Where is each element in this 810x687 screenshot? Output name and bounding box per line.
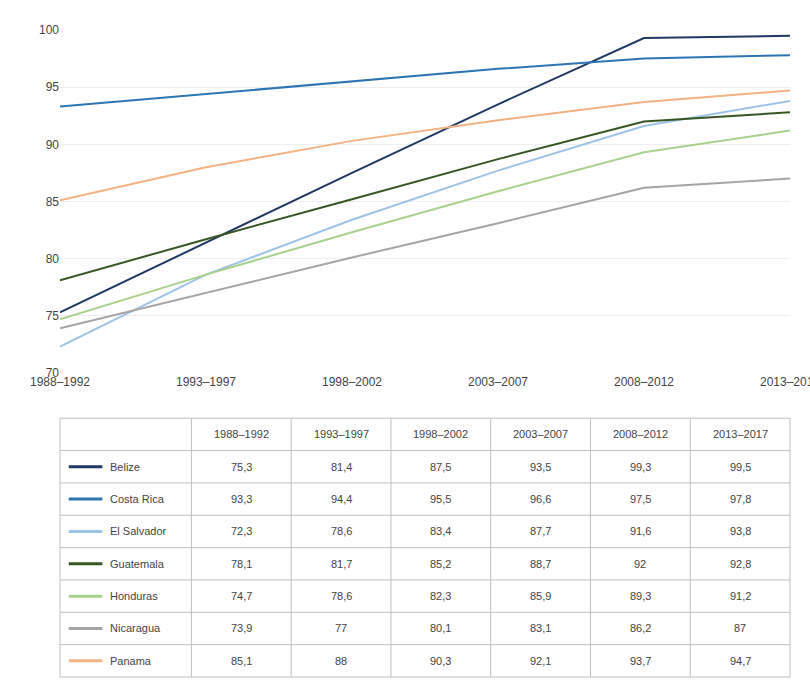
svg-text:72,3: 72,3 bbox=[231, 525, 252, 537]
svg-text:El Salvador: El Salvador bbox=[110, 525, 167, 537]
svg-text:95: 95 bbox=[46, 80, 60, 94]
svg-text:Panama: Panama bbox=[110, 655, 152, 667]
svg-text:77: 77 bbox=[335, 622, 347, 634]
svg-text:73,9: 73,9 bbox=[231, 622, 252, 634]
svg-text:99,5: 99,5 bbox=[730, 461, 751, 473]
svg-text:85: 85 bbox=[46, 195, 60, 209]
svg-text:Costa Rica: Costa Rica bbox=[110, 493, 165, 505]
svg-text:89,3: 89,3 bbox=[630, 590, 651, 602]
svg-text:1988–1992: 1988–1992 bbox=[30, 375, 90, 389]
svg-text:86,2: 86,2 bbox=[630, 622, 651, 634]
svg-text:2013–2017: 2013–2017 bbox=[713, 428, 768, 440]
svg-text:92: 92 bbox=[634, 558, 646, 570]
svg-text:78,6: 78,6 bbox=[331, 590, 352, 602]
svg-text:92,1: 92,1 bbox=[530, 655, 551, 667]
svg-text:78,1: 78,1 bbox=[231, 558, 252, 570]
svg-text:75,3: 75,3 bbox=[231, 461, 252, 473]
svg-text:94,4: 94,4 bbox=[331, 493, 352, 505]
svg-text:91,2: 91,2 bbox=[730, 590, 751, 602]
svg-text:81,4: 81,4 bbox=[331, 461, 352, 473]
svg-text:87: 87 bbox=[734, 622, 746, 634]
svg-text:97,5: 97,5 bbox=[630, 493, 651, 505]
svg-text:1998–2002: 1998–2002 bbox=[413, 428, 468, 440]
svg-text:95,5: 95,5 bbox=[430, 493, 451, 505]
svg-text:83,4: 83,4 bbox=[430, 525, 451, 537]
svg-text:2008–2012: 2008–2012 bbox=[613, 428, 668, 440]
svg-text:75: 75 bbox=[46, 309, 60, 323]
svg-text:Guatemala: Guatemala bbox=[110, 558, 165, 570]
svg-text:1998–2002: 1998–2002 bbox=[322, 375, 382, 389]
svg-text:80: 80 bbox=[46, 252, 60, 266]
svg-text:80,1: 80,1 bbox=[430, 622, 451, 634]
svg-text:2003–2007: 2003–2007 bbox=[468, 375, 528, 389]
svg-text:88,7: 88,7 bbox=[530, 558, 551, 570]
svg-text:88: 88 bbox=[335, 655, 347, 667]
svg-text:82,3: 82,3 bbox=[430, 590, 451, 602]
svg-text:Honduras: Honduras bbox=[110, 590, 158, 602]
svg-text:94,7: 94,7 bbox=[730, 655, 751, 667]
svg-text:93,3: 93,3 bbox=[231, 493, 252, 505]
svg-text:87,5: 87,5 bbox=[430, 461, 451, 473]
svg-text:83,1: 83,1 bbox=[530, 622, 551, 634]
svg-text:85,9: 85,9 bbox=[530, 590, 551, 602]
svg-text:93,7: 93,7 bbox=[630, 655, 651, 667]
svg-text:91,6: 91,6 bbox=[630, 525, 651, 537]
svg-text:97,8: 97,8 bbox=[730, 493, 751, 505]
svg-text:74,7: 74,7 bbox=[231, 590, 252, 602]
svg-text:93,8: 93,8 bbox=[730, 525, 751, 537]
svg-text:70: 70 bbox=[46, 366, 60, 380]
svg-text:2008–2012: 2008–2012 bbox=[614, 375, 674, 389]
svg-text:87,7: 87,7 bbox=[530, 525, 551, 537]
svg-text:1993–1997: 1993–1997 bbox=[176, 375, 236, 389]
svg-text:81,7: 81,7 bbox=[331, 558, 352, 570]
svg-text:93,5: 93,5 bbox=[530, 461, 551, 473]
svg-text:90: 90 bbox=[46, 138, 60, 152]
svg-text:100: 100 bbox=[39, 23, 59, 37]
svg-text:1988–1992: 1988–1992 bbox=[214, 428, 269, 440]
svg-text:1993–1997: 1993–1997 bbox=[314, 428, 369, 440]
svg-text:85,1: 85,1 bbox=[231, 655, 252, 667]
svg-text:2003–2007: 2003–2007 bbox=[513, 428, 568, 440]
svg-text:Belize: Belize bbox=[110, 461, 140, 473]
svg-text:85,2: 85,2 bbox=[430, 558, 451, 570]
svg-text:92,8: 92,8 bbox=[730, 558, 751, 570]
svg-text:78,6: 78,6 bbox=[331, 525, 352, 537]
svg-text:2013–2017: 2013–2017 bbox=[760, 375, 810, 389]
svg-text:96,6: 96,6 bbox=[530, 493, 551, 505]
svg-text:Nicaragua: Nicaragua bbox=[110, 622, 161, 634]
svg-text:99,3: 99,3 bbox=[630, 461, 651, 473]
svg-text:90,3: 90,3 bbox=[430, 655, 451, 667]
